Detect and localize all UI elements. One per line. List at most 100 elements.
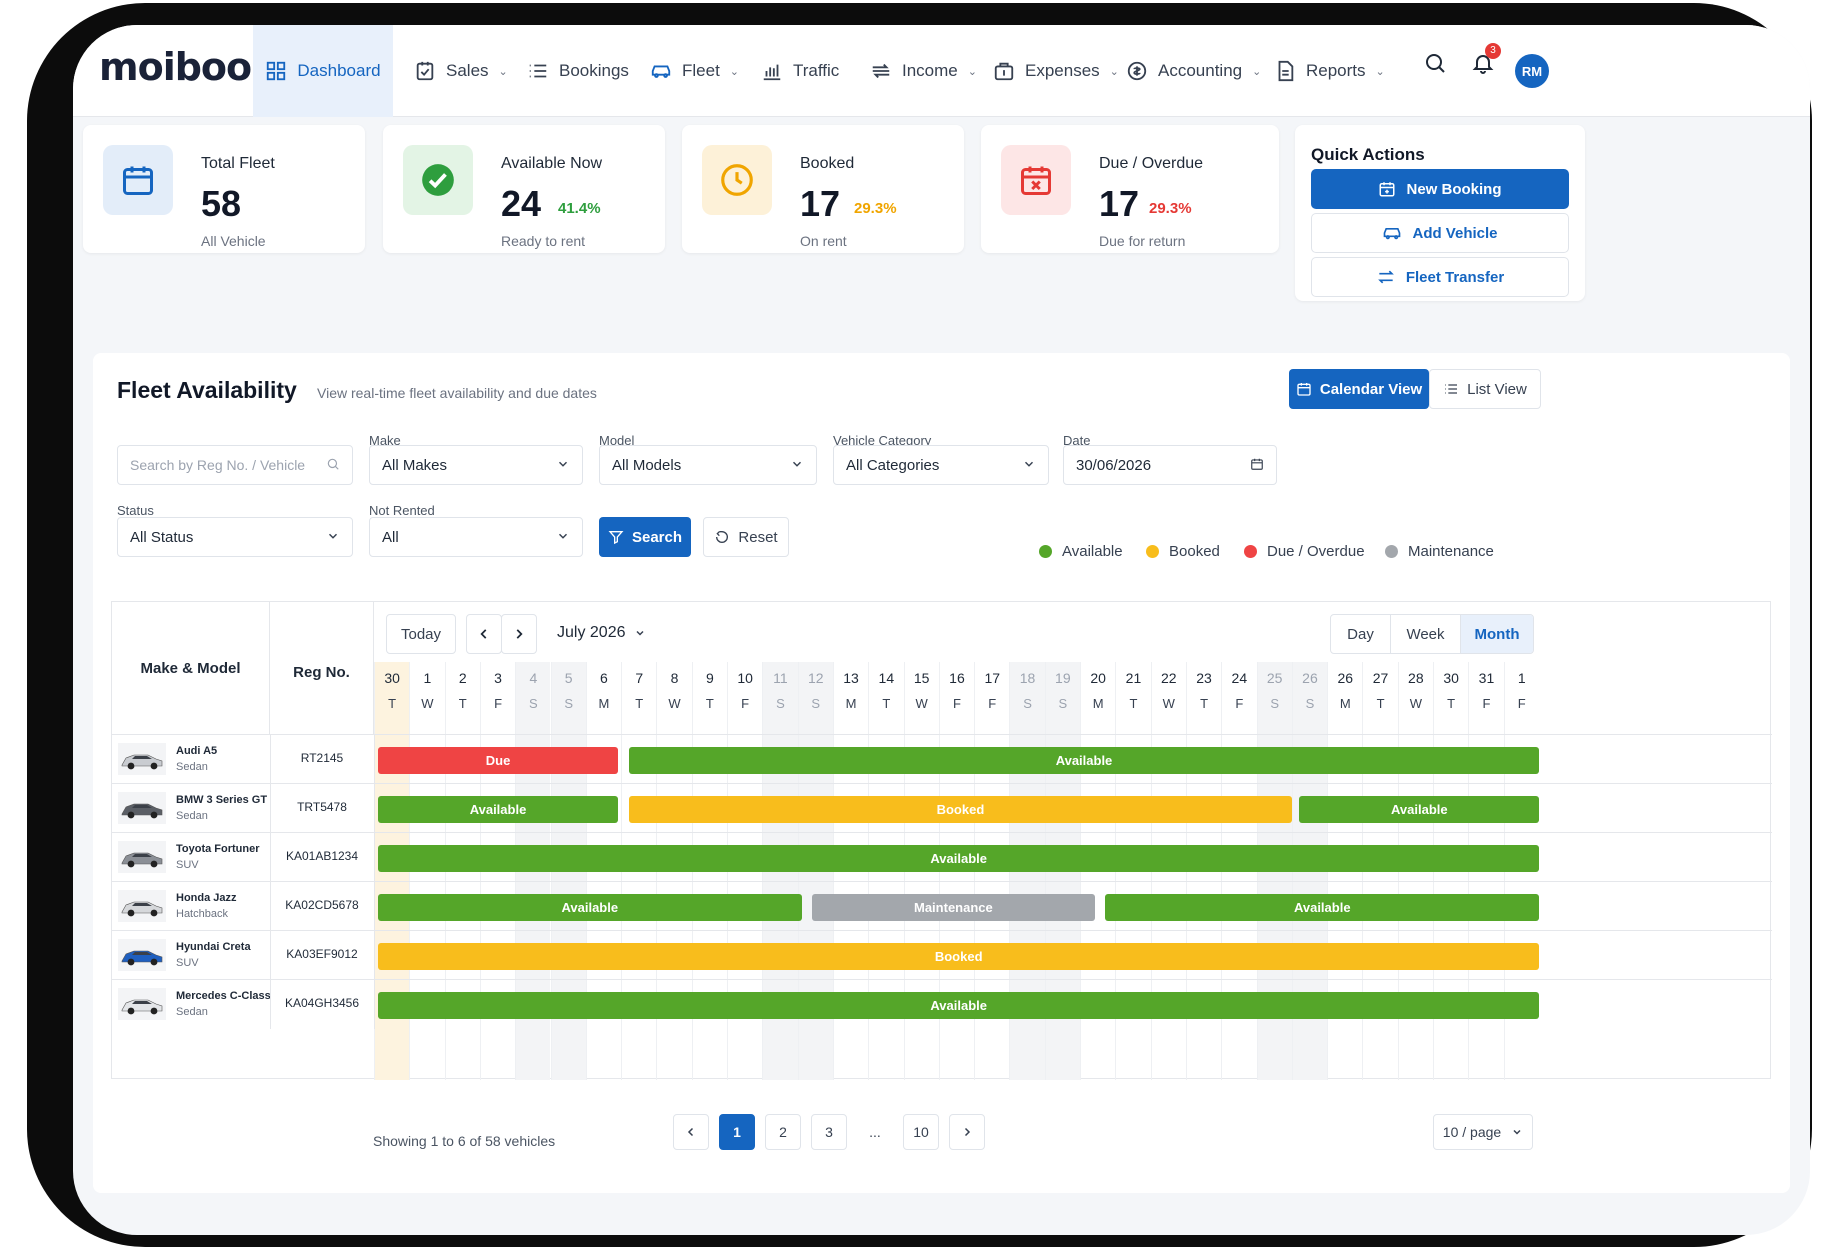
car-thumbnail-icon [118,939,166,971]
search-input[interactable]: Search by Reg No. / Vehicle [117,445,353,485]
table-row[interactable]: Audi A5 Sedan RT2145 Due Available [112,734,1772,784]
status-value: All Status [130,528,194,546]
per-page-select[interactable]: 10 / page [1433,1114,1533,1150]
table-row[interactable]: Mercedes C-Class Sedan KA04GH3456 Available [112,979,1772,1029]
month-selector[interactable]: July 2026 [557,624,646,642]
nav-sales[interactable]: Sales ⌄ [414,25,508,117]
stat-subtitle: On rent [800,233,847,249]
search-button[interactable]: Search [599,517,691,557]
nav-dashboard[interactable]: Dashboard [253,25,393,117]
day-number: 30 [1443,670,1459,686]
table-row[interactable]: Toyota Fortuner SUV KA01AB1234 Available [112,832,1772,882]
column-divider [374,931,375,980]
availability-bar-due[interactable]: Due [378,747,619,774]
reset-icon [716,531,729,543]
availability-bar-booked[interactable]: Booked [628,796,1293,823]
calendar-icon [1251,458,1263,470]
not-rented-select[interactable]: All [369,517,583,557]
day-weekday: F [1235,696,1244,711]
prev-page-button[interactable] [673,1114,709,1150]
day-weekday: F [1517,696,1526,711]
date-value: 30/06/2026 [1076,456,1152,474]
chevron-down-icon [792,461,802,467]
reset-button[interactable]: Reset [703,517,789,557]
table-row[interactable]: Hyundai Creta SUV KA03EF9012 Booked [112,930,1772,980]
availability-bar-maintenance[interactable]: Maintenance [812,894,1095,921]
vehicle-category-select[interactable]: All Categories [833,445,1049,485]
page-ellipsis: ... [857,1114,893,1150]
stat-card-available-now[interactable]: Available Now 24 41.4% Ready to rent [383,125,665,253]
clock-icon [702,145,772,215]
nav-label: Reports [1306,61,1366,80]
user-menu[interactable]: RM [1515,54,1549,88]
availability-bar-available[interactable]: Available [378,894,802,921]
day-number: 2 [458,670,467,686]
availability-bar-available[interactable]: Available [1299,796,1540,823]
page-button-10[interactable]: 10 [903,1114,939,1150]
availability-bar-available[interactable]: Available [378,992,1540,1019]
vehicle-make-model: Hyundai Creta [176,941,251,953]
availability-bar-booked[interactable]: Booked [378,943,1540,970]
notifications-button[interactable]: 3 [1471,43,1501,75]
status-select[interactable]: All Status [117,517,353,557]
availability-bar-available[interactable]: Available [1105,894,1540,921]
stat-percent: 29.3% [1149,200,1192,217]
date-field[interactable]: 30/06/2026 [1063,445,1277,485]
model-select[interactable]: All Models [599,445,817,485]
month-view-button[interactable]: Month [1461,615,1533,653]
fleet-transfer-button[interactable]: Fleet Transfer [1311,257,1569,297]
app-logo[interactable]: moiboo [99,45,252,89]
page-button-1[interactable]: 1 [719,1114,755,1150]
day-weekday: S [776,696,785,711]
search-icon [1426,54,1445,73]
day-weekday: W [668,696,681,711]
day-view-button[interactable]: Day [1331,615,1391,653]
day-weekday: W [1162,696,1175,711]
vehicle-type: Hatchback [176,908,228,920]
list-view-button[interactable]: List View [1429,369,1541,409]
calendar-view-button[interactable]: Calendar View [1289,369,1429,409]
make-label: Make [369,433,401,448]
availability-bar-available[interactable]: Available [378,796,619,823]
next-page-button[interactable] [949,1114,985,1150]
not-rented-value: All [382,528,399,546]
vehicle-reg-no: KA02CD5678 [285,898,359,912]
page-button-2[interactable]: 2 [765,1114,801,1150]
day-number: 24 [1231,670,1248,686]
add-vehicle-button[interactable]: Add Vehicle [1311,213,1569,253]
week-view-button[interactable]: Week [1391,615,1461,653]
nav-reports[interactable]: Reports ⌄ [1274,25,1385,117]
page-button-3[interactable]: 3 [811,1114,847,1150]
chevron-down-icon: ⌄ [1252,65,1262,78]
legend-due-overdue: Due / Overdue [1244,543,1365,560]
availability-bar-available[interactable]: Available [628,747,1540,774]
stat-card-due-overdue[interactable]: Due / Overdue 17 29.3% Due for return [981,125,1279,253]
nav-bookings[interactable]: Bookings [527,25,629,117]
nav-fleet[interactable]: Fleet ⌄ [650,25,739,117]
day-number: 19 [1055,670,1071,686]
day-number: 31 [1478,670,1495,686]
day-number: 26 [1302,670,1318,686]
vehicle-make-model: Mercedes C-Class [176,990,271,1002]
nav-traffic[interactable]: Traffic [761,25,839,117]
next-month-button[interactable] [501,614,537,654]
availability-bar-available[interactable]: Available [378,845,1540,872]
day-weekday: W [1409,696,1422,711]
table-row[interactable]: BMW 3 Series GT Sedan TRT5478 Available Book… [112,783,1772,833]
list-icon [529,64,547,78]
make-select[interactable]: All Makes [369,445,583,485]
car-icon [651,65,671,78]
nav-expenses[interactable]: Expenses ⌄ [993,25,1119,117]
prev-month-button[interactable] [466,614,502,654]
table-row[interactable]: Honda Jazz Hatchback KA02CD5678 Available Ma… [112,881,1772,931]
day-weekday: M [845,696,857,711]
new-booking-button[interactable]: New Booking [1311,169,1569,209]
stat-percent: 29.3% [854,200,897,217]
stat-card-booked[interactable]: Booked 17 29.3% On rent [682,125,964,253]
today-button[interactable]: Today [386,614,456,654]
nav-accounting[interactable]: Accounting ⌄ [1126,25,1261,117]
dashboard-grid-icon [267,61,286,81]
stat-card-total-fleet[interactable]: Total Fleet 58 All Vehicle [83,125,365,253]
search-icon-button[interactable] [1423,51,1447,75]
nav-income[interactable]: Income ⌄ [870,25,977,117]
